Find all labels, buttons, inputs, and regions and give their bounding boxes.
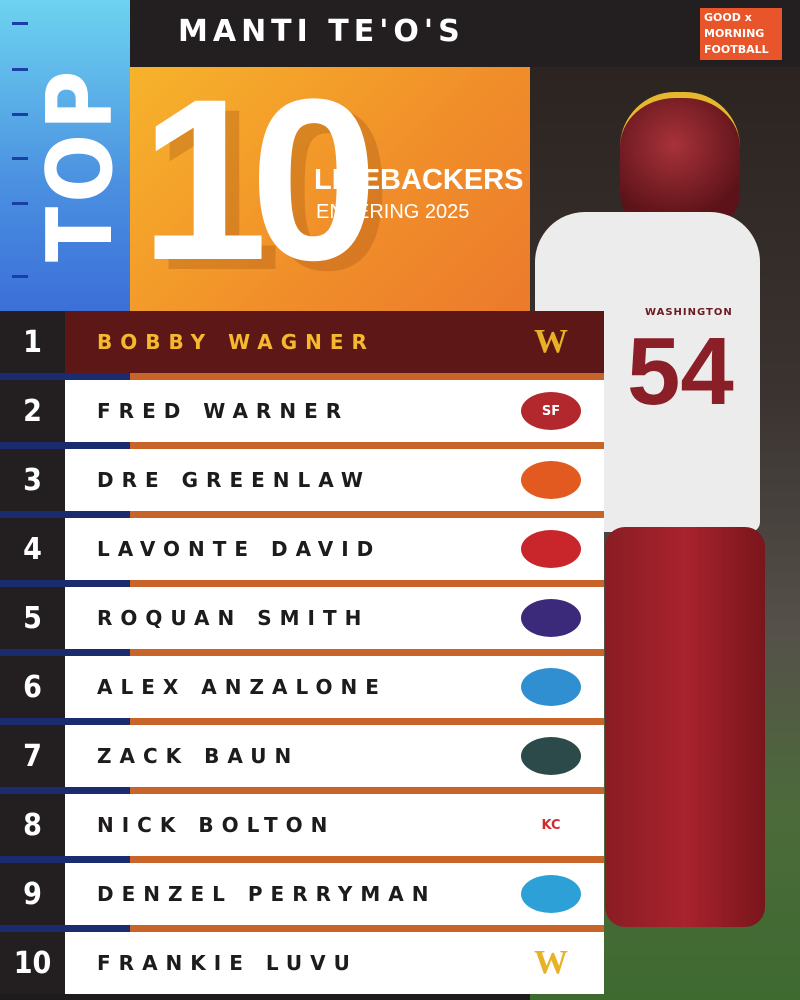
player-name: DENZEL PERRYMAN: [97, 882, 437, 906]
player-name: FRED WARNER: [97, 399, 350, 423]
good-morning-football-logo: GOOD x MORNING FOOTBALL: [700, 8, 782, 60]
row-divider: [0, 580, 604, 588]
ranking-row: 3 DRE GREENLAW: [0, 449, 604, 511]
rank-number: 4: [0, 518, 65, 580]
player-name: ZACK BAUN: [97, 744, 300, 768]
title-banner: 10 LINEBACKERS ENTERING 2025: [130, 51, 530, 312]
rank-number: 9: [0, 863, 65, 925]
ranking-row: 6 ALEX ANZALONE: [0, 656, 604, 718]
ranking-row: 9 DENZEL PERRYMAN: [0, 863, 604, 925]
ranking-row: 1 BOBBY WAGNER W: [0, 311, 604, 373]
row-divider: [0, 856, 604, 864]
rank-number: 5: [0, 587, 65, 649]
tick-mark: [12, 157, 28, 160]
broncos-logo-icon: [518, 457, 584, 503]
player-name: ROQUAN SMITH: [97, 606, 370, 630]
row-divider: [0, 718, 604, 726]
rank-number: 8: [0, 794, 65, 856]
row-divider: [0, 442, 604, 450]
rank-number: 3: [0, 449, 65, 511]
player-name: BOBBY WAGNER: [97, 330, 375, 354]
row-divider: [0, 373, 604, 381]
tick-mark: [12, 22, 28, 25]
rank-number: 1: [0, 311, 65, 373]
row-divider: [0, 925, 604, 933]
player-name-bar: FRANKIE LUVU W: [65, 932, 604, 994]
row-divider: [0, 649, 604, 657]
tick-mark: [12, 113, 28, 116]
player-name-bar: DENZEL PERRYMAN: [65, 863, 604, 925]
ranking-row: 2 FRED WARNER SF: [0, 380, 604, 442]
ranking-row: 5 ROQUAN SMITH: [0, 587, 604, 649]
player-name-bar: ROQUAN SMITH: [65, 587, 604, 649]
player-name-bar: DRE GREENLAW: [65, 449, 604, 511]
player-name-bar: FRED WARNER SF: [65, 380, 604, 442]
ranking-row: 10 FRANKIE LUVU W: [0, 932, 604, 994]
chargers-logo-icon: [518, 871, 584, 917]
ten-label: 10: [140, 51, 378, 308]
page-title: MANTI TE'O'S: [178, 14, 465, 49]
player-name-bar: BOBBY WAGNER W: [65, 311, 604, 373]
pants: [605, 527, 765, 927]
player-name: LAVONTE DAVID: [97, 537, 382, 561]
commanders-logo-icon: W: [534, 323, 568, 360]
header: MANTI TE'O'S GOOD x MORNING FOOTBALL: [130, 0, 800, 67]
player-name-bar: NICK BOLTON KC: [65, 794, 604, 856]
jersey-number: 54: [627, 318, 734, 425]
tick-mark: [12, 275, 28, 278]
ranking-row: 7 ZACK BAUN: [0, 725, 604, 787]
rank-number: 2: [0, 380, 65, 442]
top-side-panel: TOP: [0, 0, 133, 312]
position-label: LINEBACKERS: [314, 164, 524, 196]
eagles-logo-icon: [518, 733, 584, 779]
player-name-bar: LAVONTE DAVID: [65, 518, 604, 580]
player-name-bar: ZACK BAUN: [65, 725, 604, 787]
player-name: NICK BOLTON: [97, 813, 336, 837]
buccaneers-logo-icon: [518, 526, 584, 572]
commanders-logo-icon: W: [534, 944, 568, 981]
ravens-logo-icon: [518, 595, 584, 641]
player-name: ALEX ANZALONE: [97, 675, 387, 699]
ranking-row: 8 NICK BOLTON KC: [0, 794, 604, 856]
top-label: TOP: [28, 66, 133, 262]
tick-mark: [12, 202, 28, 205]
helmet: [620, 92, 740, 232]
player-name: FRANKIE LUVU: [97, 951, 358, 975]
player-name-bar: ALEX ANZALONE: [65, 656, 604, 718]
row-divider: [0, 787, 604, 795]
ranking-row: 4 LAVONTE DAVID: [0, 518, 604, 580]
49ers-logo-icon: SF: [518, 388, 584, 434]
tick-mark: [12, 68, 28, 71]
jersey-text: WASHINGTON: [645, 307, 733, 318]
player-name: DRE GREENLAW: [97, 468, 371, 492]
chiefs-logo-icon: KC: [518, 802, 584, 848]
subtitle: ENTERING 2025: [316, 201, 470, 223]
row-divider: [0, 511, 604, 519]
rank-number: 6: [0, 656, 65, 718]
rank-number: 7: [0, 725, 65, 787]
lions-logo-icon: [518, 664, 584, 710]
rank-number: 10: [0, 932, 65, 994]
